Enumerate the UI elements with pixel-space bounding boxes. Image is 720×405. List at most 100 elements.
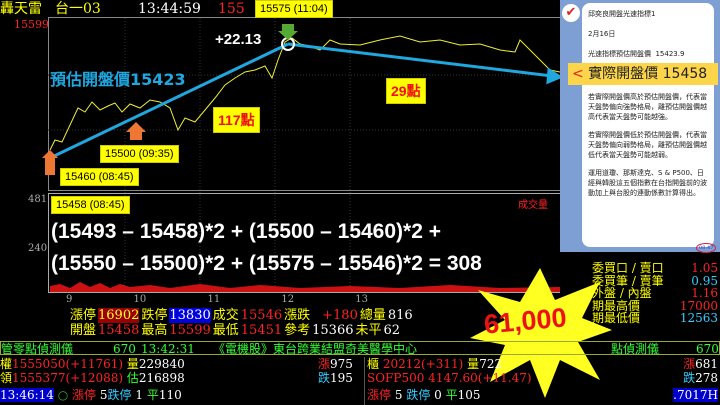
text: 期最低價 [592,311,641,325]
text: 量 [126,357,139,371]
change-label: +22.13 [215,31,262,48]
clock: 13:44:59 [138,1,201,17]
text: 權 [0,357,13,371]
text: 跌停 [406,388,431,402]
text: 漲停 [70,308,97,323]
text: 5 [99,388,108,402]
text: 975 [330,357,353,371]
text: 681 [695,357,718,371]
text: 15546 [240,308,283,323]
chat-bubble: 邱奕良開盤光速指標1 2月16日 光速指標預估開盤價 15423.9 若實際開盤… [582,3,714,247]
text: 邱奕良開盤光速指標1 [588,10,656,18]
text: 跌停 [141,308,168,323]
text: 若實際開盤價低於預估開盤價，代表當天盤勢偏向弱勢格局，離預估開盤價越低代表當天盤… [588,131,707,159]
text: 成交 [212,308,239,323]
index-panel-left: 權1555050(+11761) 量229840 領1555377(+12088… [0,357,360,405]
arrow-down-icon [278,24,298,40]
formula-line: (15493 – 15458)*2 + (15500 – 15460)*2 + [51,220,441,243]
points-29: 29點 [386,78,426,104]
last-price: 155 [218,1,245,17]
news-ticker[interactable]: 管零點偵測儀 670 13:42:31 《電機股》東台跨業結盟奇美醫學中心 點偵… [0,341,720,356]
text: SOFP500 4147.60(+11.47) [367,371,532,385]
text: 229840 [138,357,185,371]
text: 62 [383,323,401,338]
text: 漲停 [72,388,97,402]
volume-chart [48,193,560,293]
text: 委買口 / 賣口 [592,261,664,275]
text: 漲 [318,357,331,371]
text: 5 [394,388,403,402]
chevron-left-icon: < [572,66,589,82]
symbol[interactable]: 台一03 [55,1,101,17]
text[interactable]: 《電機股》東台跨業結盟奇美醫學中心 [213,342,418,356]
text: 開盤 [70,323,97,338]
text: 722 [479,357,503,371]
text: 0 [434,388,442,402]
text: 670 [113,342,136,356]
text: 未平 [355,323,382,338]
text: 總量 [359,308,386,323]
text: 1.05 [691,261,718,275]
points-117: 117點 [213,107,260,133]
text: 外盤 / 內盤 [592,286,652,300]
text: 105 [457,388,481,402]
text: 漲跌 [284,308,311,323]
text: 漲 [683,357,696,371]
text: 運用道瓊、那斯達克、S & P500、日經與韓股這五個指數在台指開盤前的波動加上… [588,169,707,197]
text: 光速指標預估開盤價 [588,50,651,58]
text: 期最高價 [592,298,641,313]
estimate-label: 預估開盤價15423 [50,70,186,89]
text: 若實際開盤價高於預估開盤價，代表當天盤勢偏向強勢格局，離預估開盤價越高代表當天盤… [588,93,707,121]
text: 816 [387,308,413,323]
x-tick: 12 [281,294,295,305]
text: 216898 [138,371,185,385]
text: 量 [467,357,480,371]
circle-icon: ○ [57,388,69,402]
text: 15599 [169,323,211,338]
text: 110 [158,388,182,402]
text: 1.16 [691,286,718,300]
vol-label: 240 [28,243,48,254]
text: 最低 [212,323,239,338]
avatar[interactable]: ✔ [562,4,580,22]
actual-open-banner: < 實際開盤價 15458 [568,63,718,85]
text: 委買筆 / 賣筆 [592,273,664,288]
app-title: 轟天雷 [0,1,42,17]
starburst [470,268,612,398]
volume-bars [50,282,560,292]
index-panel-right: 櫃 20212(+311) 量722 SOFP500 4147.60(+11.4… [364,357,720,405]
text: 點偵測儀 [611,342,660,356]
formula-line: (15550 – 15500)*2 + (15575 – 15546)*2 = … [51,252,482,275]
status-clock: 13:46:14 [0,388,54,402]
text: 195 [330,371,353,385]
volume-title: 成交量 [518,200,548,211]
text: 16902 [98,308,140,323]
text: 15423.9 [655,50,685,58]
text: 15366 [312,323,354,338]
text: 17000 [679,298,718,313]
peak-label: 15575 (11:04) [255,0,333,18]
quote-row-2: 開盤 15458 最高 15599 最低 15451 參考 15366 未平 62 [70,324,402,338]
x-tick: 9 [66,294,73,305]
text: 實際開盤價 15458 [588,66,708,82]
text: 13:42:31 [141,342,195,356]
x-tick: 10 [133,294,147,305]
text: 跌 [318,371,331,385]
text: 最高 [141,323,168,338]
text: 12563 [679,311,718,325]
text: 管零點偵測儀 [1,342,74,356]
text: 1555050(+11761) [12,357,124,371]
y-max-label: 15599 [14,18,49,31]
vol-label: 481 [28,194,48,205]
x-tick: 13 [355,294,368,305]
message-time: 08:47 [696,243,717,253]
x-axis: 9 10 11 12 13 [52,294,382,305]
text: 櫃 [367,357,380,371]
price-line [49,35,561,151]
open-label: 15458 (08:45) [51,196,130,214]
quote-row-1: 漲停 16902 跌停 13830 成交 15546 漲跌 +180 總量 816 [70,308,415,323]
chat-panel: ✔ 邱奕良開盤光速指標1 2月16日 光速指標預估開盤價 15423.9 若實際… [560,0,720,253]
text: 領 [0,371,13,385]
text: 平 [445,388,458,402]
